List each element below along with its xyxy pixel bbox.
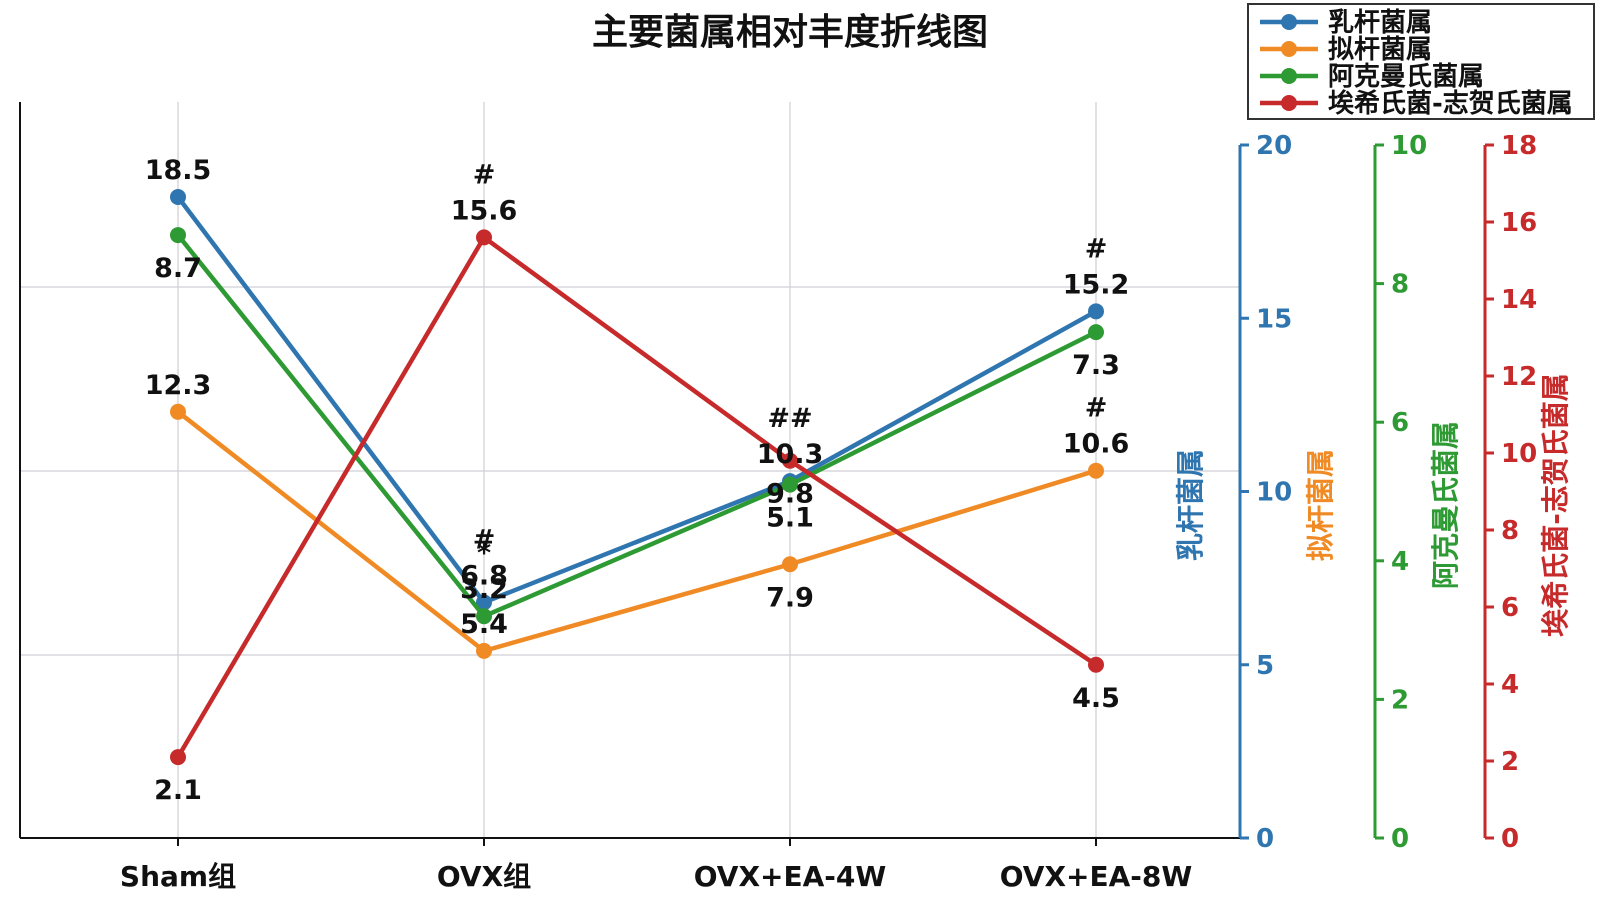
y-tick-label: 8 <box>1501 516 1519 546</box>
x-tick-label: OVX组 <box>437 860 531 893</box>
data-label: 10.3 <box>757 439 824 470</box>
data-point <box>476 594 492 611</box>
significance-mark: # <box>473 524 496 555</box>
y-tick-label: 0 <box>1501 824 1519 854</box>
series-line <box>175 235 1099 760</box>
significance-mark: * <box>477 538 491 569</box>
y-tick-label: 2 <box>1501 747 1519 777</box>
y-tick-label: 16 <box>1501 208 1537 238</box>
data-label: 6.8 <box>460 560 508 591</box>
y-tick-label: 10 <box>1256 478 1292 508</box>
data-label: 15.2 <box>1063 269 1130 300</box>
data-point <box>170 188 186 205</box>
y-tick-label: 6 <box>1501 593 1519 623</box>
significance-mark: # <box>1085 233 1108 264</box>
y-tick-label: 10 <box>1391 131 1427 161</box>
y-tick-label: 15 <box>1256 304 1292 334</box>
legend-swatch-marker <box>1281 68 1297 84</box>
y-tick-label: 20 <box>1256 131 1292 161</box>
y-tick-label: 5 <box>1256 651 1274 681</box>
x-tick-label: OVX+EA-4W <box>694 860 887 893</box>
series-line <box>175 232 1099 619</box>
significance-mark: # <box>1085 393 1108 424</box>
data-point <box>170 403 186 420</box>
data-point <box>782 452 798 469</box>
y-axis-title: 拟杆菌属 <box>1304 449 1337 561</box>
legend-swatch-marker <box>1281 14 1297 30</box>
data-point <box>170 749 186 766</box>
y-tick-label: 18 <box>1501 131 1537 161</box>
y-tick-label: 6 <box>1391 408 1409 438</box>
chart-title: 主要菌属相对丰度折线图 <box>592 12 988 53</box>
legend-label: 乳杆菌属 <box>1328 8 1432 38</box>
y-tick-label: 2 <box>1391 685 1409 715</box>
axes: Sham组 OVX组 OVX+EA-4W OVX+EA-8W0510152002468… <box>19 102 1572 893</box>
data-point <box>1088 324 1104 341</box>
series-line <box>175 409 1099 654</box>
data-label: 5.1 <box>766 503 814 534</box>
data-label: 9.8 <box>766 479 814 510</box>
y-tick-label: 10 <box>1501 439 1537 469</box>
grid <box>20 102 1240 838</box>
data-label: 10.6 <box>1063 429 1130 460</box>
data-label: 18.5 <box>145 155 212 186</box>
data-label: 5.4 <box>460 609 508 640</box>
data-point <box>476 229 492 246</box>
data-labels: 18.5 6.8 #10.3 ## 15.2 #12.3 5.4 7.9 10.6 #8.7 3.2… <box>145 155 1130 806</box>
data-label: 12.3 <box>145 370 212 401</box>
y-axis-title: 埃希氏菌-志贺氏菌属 <box>1539 373 1572 637</box>
y-tick-label: 8 <box>1391 270 1409 300</box>
series-line <box>175 194 1099 605</box>
data-point <box>1088 303 1104 320</box>
data-point <box>476 608 492 625</box>
data-label: 15.6 <box>451 195 518 226</box>
y-tick-label: 14 <box>1501 285 1537 315</box>
y-tick-label: 0 <box>1391 824 1409 854</box>
data-point <box>782 476 798 493</box>
data-label: 8.7 <box>154 253 202 284</box>
series-layer <box>170 188 1104 766</box>
data-label: 7.9 <box>766 582 814 613</box>
y-tick-label: 4 <box>1501 670 1519 700</box>
legend-label: 阿克曼氏菌属 <box>1328 62 1484 92</box>
data-point <box>476 642 492 659</box>
data-point <box>782 556 798 573</box>
data-label: 2.1 <box>154 775 202 806</box>
data-point <box>1088 656 1104 673</box>
y-tick-label: 0 <box>1256 824 1274 854</box>
data-label: 7.3 <box>1072 350 1120 381</box>
significance-mark: ## <box>767 403 812 434</box>
legend-swatch-marker <box>1281 95 1297 111</box>
legend-label: 拟杆菌属 <box>1328 35 1432 65</box>
y-axis-title: 乳杆菌属 <box>1174 449 1207 561</box>
data-label: 4.5 <box>1072 683 1120 714</box>
x-tick-label: Sham组 <box>120 860 236 893</box>
y-axis-title: 阿克曼氏菌属 <box>1429 421 1462 589</box>
data-label: 3.2 <box>460 574 508 605</box>
significance-mark: # <box>473 159 496 190</box>
data-point <box>1088 462 1104 479</box>
legend-label: 埃希氏菌-志贺氏菌属 <box>1328 88 1573 119</box>
data-point <box>170 227 186 244</box>
y-tick-label: 4 <box>1391 547 1409 577</box>
y-tick-label: 12 <box>1501 362 1537 392</box>
legend-swatch-marker <box>1281 41 1297 57</box>
x-tick-label: OVX+EA-8W <box>1000 860 1193 893</box>
